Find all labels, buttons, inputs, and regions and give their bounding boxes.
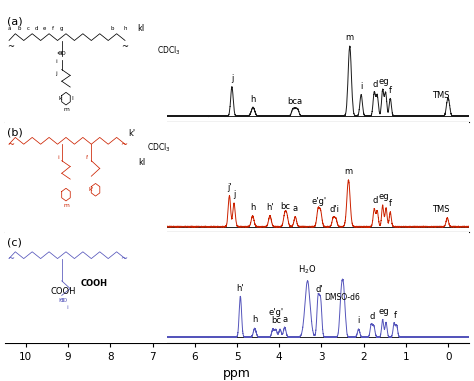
Text: ~: ~ bbox=[120, 140, 127, 149]
Text: b: b bbox=[110, 26, 114, 31]
Text: (a): (a) bbox=[7, 17, 23, 27]
Text: d: d bbox=[373, 80, 378, 89]
Text: j: j bbox=[55, 71, 57, 76]
Text: O: O bbox=[59, 298, 64, 303]
Text: eg: eg bbox=[379, 77, 389, 86]
Text: kl: kl bbox=[137, 24, 145, 33]
Text: COOH: COOH bbox=[50, 287, 76, 296]
Text: ~: ~ bbox=[120, 254, 127, 263]
Text: d': d' bbox=[316, 285, 323, 295]
Text: g: g bbox=[60, 26, 64, 31]
Bar bbox=[0, 229, 167, 345]
Text: i': i' bbox=[85, 155, 89, 160]
Text: h': h' bbox=[237, 283, 244, 293]
Text: f: f bbox=[389, 199, 392, 208]
Text: l: l bbox=[71, 96, 73, 101]
Text: k': k' bbox=[89, 187, 94, 192]
Text: c: c bbox=[27, 26, 29, 31]
Text: e'g'
bc: e'g' bc bbox=[268, 308, 283, 325]
X-axis label: ppm: ppm bbox=[223, 368, 251, 381]
Text: ~: ~ bbox=[7, 140, 14, 149]
Text: (c): (c) bbox=[7, 238, 22, 248]
Text: DMSO-d6: DMSO-d6 bbox=[325, 293, 361, 302]
Text: O: O bbox=[57, 51, 62, 56]
Text: d'i: d'i bbox=[329, 205, 339, 214]
Text: f: f bbox=[52, 26, 55, 31]
Text: CDCl$_3$: CDCl$_3$ bbox=[157, 45, 181, 57]
Text: h: h bbox=[250, 203, 255, 212]
Text: i: i bbox=[57, 155, 59, 160]
Text: m: m bbox=[63, 203, 69, 208]
Text: CDCl$_3$: CDCl$_3$ bbox=[147, 141, 171, 154]
Text: a: a bbox=[293, 204, 298, 213]
Text: =O: =O bbox=[56, 51, 66, 56]
Text: a: a bbox=[7, 26, 11, 31]
Text: a: a bbox=[282, 315, 287, 323]
Text: j: j bbox=[233, 190, 235, 200]
Text: kl: kl bbox=[138, 157, 146, 166]
Text: h: h bbox=[250, 94, 256, 104]
Text: H$_2$O: H$_2$O bbox=[298, 264, 317, 276]
Text: eg: eg bbox=[379, 192, 389, 202]
Text: d: d bbox=[373, 196, 378, 205]
Text: d: d bbox=[369, 312, 375, 320]
Text: bc: bc bbox=[281, 202, 291, 211]
Text: m: m bbox=[346, 34, 354, 42]
Bar bbox=[0, 8, 167, 124]
Text: f: f bbox=[393, 311, 396, 320]
Text: m: m bbox=[63, 107, 69, 112]
Text: j: j bbox=[231, 74, 233, 83]
Text: TMS: TMS bbox=[432, 205, 449, 214]
Text: j': j' bbox=[227, 183, 232, 192]
Bar bbox=[0, 118, 167, 234]
Text: h: h bbox=[123, 26, 127, 31]
Text: k': k' bbox=[128, 130, 135, 138]
Text: i: i bbox=[55, 59, 57, 64]
Text: i: i bbox=[66, 304, 68, 309]
Text: k: k bbox=[59, 96, 63, 101]
Text: COOH: COOH bbox=[81, 279, 108, 288]
Text: i: i bbox=[357, 317, 360, 325]
Text: e'g': e'g' bbox=[312, 197, 327, 206]
Text: ~: ~ bbox=[7, 254, 14, 263]
Text: m: m bbox=[345, 167, 353, 176]
Text: h': h' bbox=[266, 203, 274, 212]
Text: d: d bbox=[35, 26, 38, 31]
Text: f: f bbox=[389, 86, 392, 95]
Text: ~: ~ bbox=[7, 42, 14, 51]
Text: e: e bbox=[43, 26, 46, 31]
Text: TMS: TMS bbox=[432, 91, 449, 99]
Text: bca: bca bbox=[288, 98, 303, 106]
Text: (b): (b) bbox=[7, 127, 23, 138]
Text: b: b bbox=[18, 26, 21, 31]
Text: h: h bbox=[252, 315, 257, 325]
Text: ~: ~ bbox=[121, 42, 128, 51]
Text: eg: eg bbox=[379, 307, 389, 316]
Text: i: i bbox=[360, 82, 362, 91]
Text: HO: HO bbox=[59, 298, 68, 303]
